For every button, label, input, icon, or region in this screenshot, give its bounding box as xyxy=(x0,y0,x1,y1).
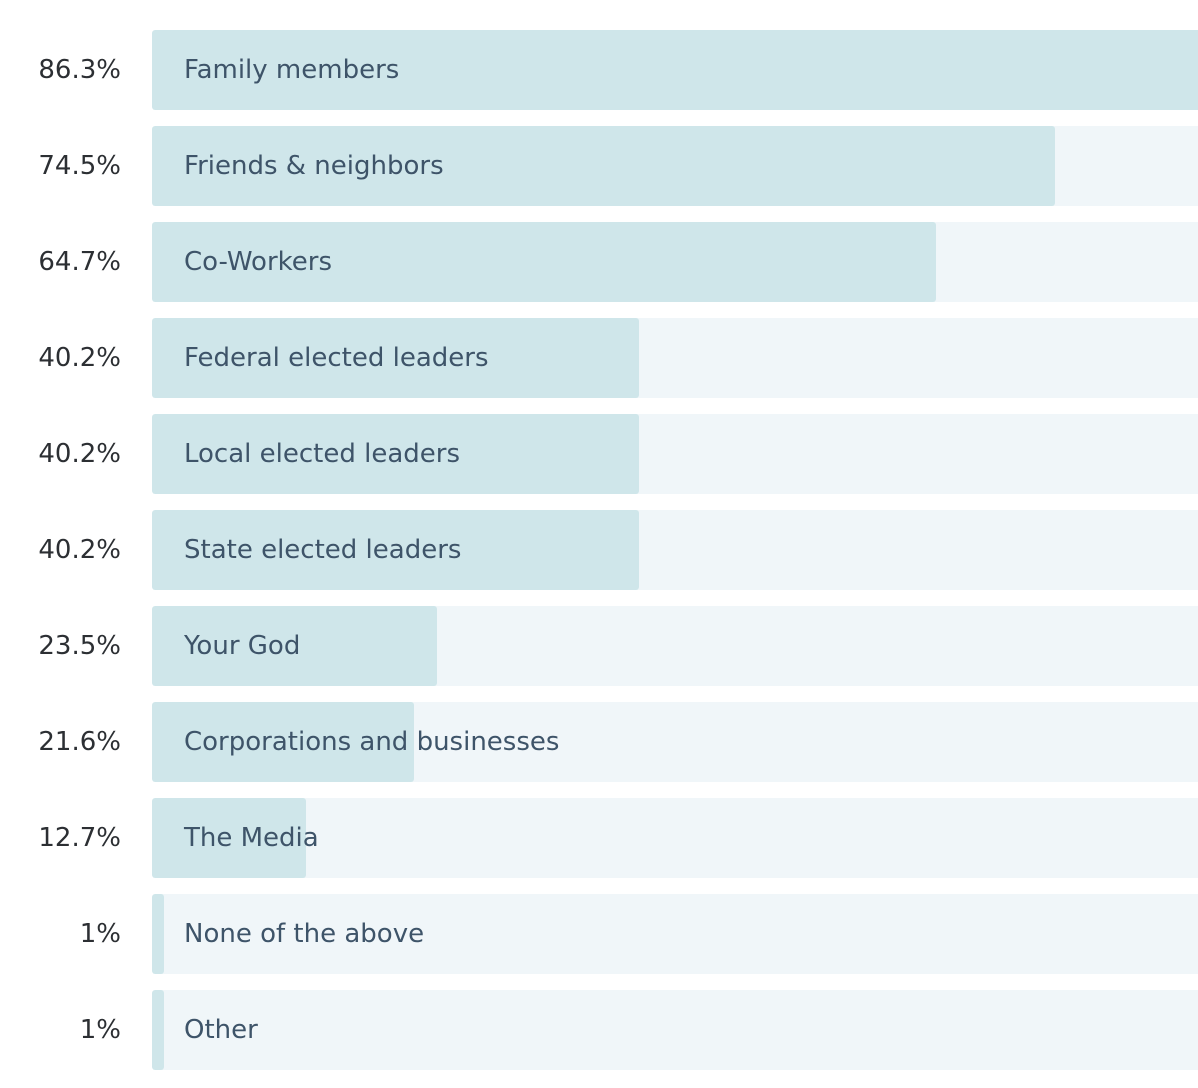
bar-row: 74.5% Friends & neighbors xyxy=(0,126,1198,206)
value-label: 40.2% xyxy=(38,535,121,565)
value-label: 21.6% xyxy=(38,727,121,757)
value-label: 64.7% xyxy=(38,247,121,277)
bar-chart: 86.3% Family members 74.5% Friends & neighb… xyxy=(0,30,1198,1086)
bar-fill xyxy=(152,510,639,590)
bar-track: The Media xyxy=(152,798,1198,878)
category-label: Family members xyxy=(184,55,400,85)
bar-track: Co-Workers xyxy=(152,222,1198,302)
bar-track: Friends & neighbors xyxy=(152,126,1198,206)
bar-track: Corporations and businesses xyxy=(152,702,1198,782)
bar-row: 40.2% Federal elected leaders xyxy=(0,318,1198,398)
bar-track: Local elected leaders xyxy=(152,414,1198,494)
bar-row: 1% None of the above xyxy=(0,894,1198,974)
bar-row: 1% Other xyxy=(0,990,1198,1070)
bar-fill xyxy=(152,222,936,302)
bar-fill xyxy=(152,798,306,878)
category-label: Friends & neighbors xyxy=(184,151,444,181)
bar-fill xyxy=(152,126,1055,206)
value-label: 86.3% xyxy=(38,55,121,85)
bar-row: 40.2% State elected leaders xyxy=(0,510,1198,590)
bar-track: Other xyxy=(152,990,1198,1070)
category-label: Other xyxy=(184,1015,258,1045)
bar-row: 86.3% Family members xyxy=(0,30,1198,110)
value-label: 1% xyxy=(79,1015,121,1045)
value-label: 74.5% xyxy=(38,151,121,181)
bar-track: Your God xyxy=(152,606,1198,686)
bar-row: 12.7% The Media xyxy=(0,798,1198,878)
bar-fill xyxy=(152,414,639,494)
bar-track: None of the above xyxy=(152,894,1198,974)
category-label: None of the above xyxy=(184,919,425,949)
category-label: State elected leaders xyxy=(184,535,462,565)
value-label: 40.2% xyxy=(38,439,121,469)
category-label: Federal elected leaders xyxy=(184,343,489,373)
category-label: Local elected leaders xyxy=(184,439,461,469)
bar-row: 23.5% Your God xyxy=(0,606,1198,686)
bar-track: State elected leaders xyxy=(152,510,1198,590)
value-label: 1% xyxy=(79,919,121,949)
value-label: 40.2% xyxy=(38,343,121,373)
bar-fill xyxy=(152,606,437,686)
bar-row: 21.6% Corporations and businesses xyxy=(0,702,1198,782)
bar-fill xyxy=(152,990,164,1070)
bar-fill xyxy=(152,702,414,782)
bar-row: 64.7% Co-Workers xyxy=(0,222,1198,302)
bar-track: Family members xyxy=(152,30,1198,110)
bar-fill xyxy=(152,318,639,398)
bar-fill xyxy=(152,30,1198,110)
category-label: Your God xyxy=(184,631,301,661)
category-label: Corporations and businesses xyxy=(184,727,560,757)
category-label: The Media xyxy=(184,823,319,853)
bar-fill xyxy=(152,894,164,974)
category-label: Co-Workers xyxy=(184,247,333,277)
bar-track: Federal elected leaders xyxy=(152,318,1198,398)
bar-row: 40.2% Local elected leaders xyxy=(0,414,1198,494)
value-label: 23.5% xyxy=(38,631,121,661)
value-label: 12.7% xyxy=(38,823,121,853)
